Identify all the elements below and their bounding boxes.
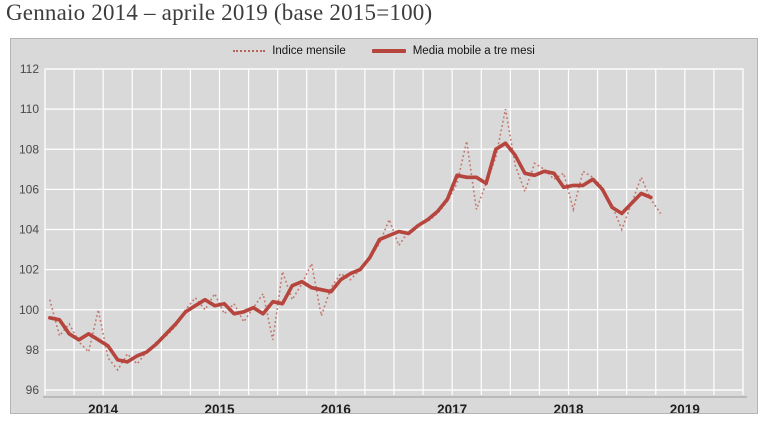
y-axis-tick-label: 108 <box>19 142 39 156</box>
x-axis-year-label: 2015 <box>204 402 235 413</box>
x-axis-year-label: 2017 <box>437 402 467 413</box>
y-axis-tick-label: 104 <box>19 223 39 237</box>
series-moving-average-line <box>47 141 653 364</box>
y-axis-tick-label: 106 <box>19 182 39 196</box>
x-axis-year-label: 2014 <box>88 402 119 413</box>
solid-line-swatch-icon <box>371 49 406 53</box>
line-chart: 96 98 100 102 104 106 108 110 112 2014 2015 2016 201… <box>19 62 747 413</box>
legend-item-moving-average: Media mobile a tre mesi <box>371 45 535 57</box>
chart-container: 96 98 100 102 104 106 108 110 112 2014 2015 2016 201… <box>10 38 758 414</box>
y-axis-tick-label: 102 <box>19 263 39 277</box>
x-axis-year-label: 2018 <box>553 402 584 413</box>
plot-border <box>44 68 744 391</box>
x-axis-year-label: 2016 <box>321 402 352 413</box>
legend-label-moving-average: Media mobile a tre mesi <box>412 45 535 57</box>
dotted-line-swatch-icon <box>233 50 266 52</box>
y-axis-tick-label: 100 <box>19 303 39 317</box>
y-axis-tick-label: 98 <box>26 343 40 357</box>
legend-item-monthly: Indice mensile <box>233 45 346 57</box>
legend-label-monthly: Indice mensile <box>272 45 346 57</box>
y-axis-tick-label: 110 <box>20 102 39 116</box>
x-axis-year-label: 2019 <box>670 402 700 413</box>
y-axis-tick-label: 112 <box>20 62 39 76</box>
y-axis-tick-label: 96 <box>26 383 40 397</box>
chart-legend: Indice mensile Media mobile a tre mesi <box>11 45 757 57</box>
series-monthly-index-line <box>49 108 662 372</box>
page-title: Gennaio 2014 – aprile 2019 (base 2015=10… <box>6 0 433 25</box>
